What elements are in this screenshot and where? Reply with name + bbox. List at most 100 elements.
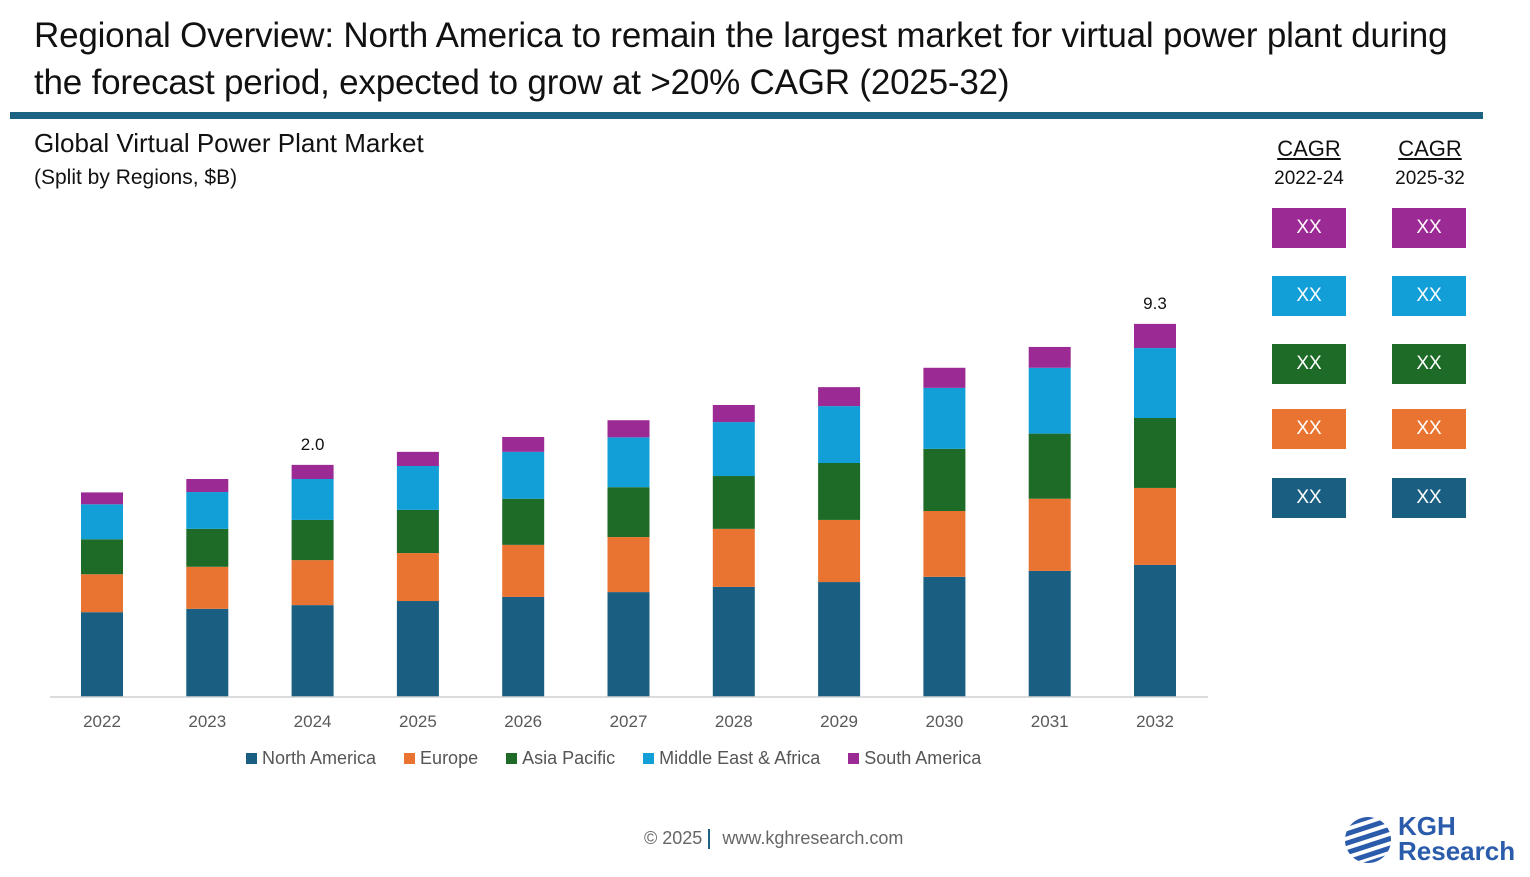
bar-segment-middle-east-africa-2032 [1134,348,1176,418]
legend-swatch [848,753,860,764]
bar-segment-middle-east-africa-2025 [396,465,439,510]
bar-segment-europe-2022 [81,574,123,613]
bar-segment-europe-2024 [291,560,334,606]
x-tick-label: 2026 [504,712,542,731]
bar-segment-asia-pacific-2026 [502,498,545,545]
bar-segment-south-america-2032 [1134,323,1176,349]
bar-segment-asia-pacific-2023 [186,528,229,567]
bar-segment-europe-2029 [818,519,861,583]
legend-swatch [246,753,257,764]
bar-segment-south-america-2027 [607,420,650,438]
bar-segment-middle-east-africa-2028 [712,422,755,477]
x-tick-label: 2022 [83,712,121,731]
x-tick-label: 2031 [1031,712,1069,731]
bar-segment-europe-2026 [502,544,545,597]
bar-segment-europe-2032 [1134,487,1176,565]
footer: © 2025 www.kghresearch.com [644,828,903,849]
legend-label: Asia Pacific [522,748,616,768]
bar-segment-asia-pacific-2025 [396,509,439,554]
total-data-label: 2.0 [301,435,325,454]
bar-segment-asia-pacific-2031 [1028,433,1071,499]
cagr-header: CAGR [1277,136,1341,161]
bar-segment-europe-2030 [923,511,966,577]
copyright-text: © 2025 [644,828,703,848]
cagr-value-north-america: XX [1272,478,1346,518]
title-divider [10,112,1483,119]
bar-segment-europe-2028 [712,528,755,587]
bar-segment-asia-pacific-2024 [291,519,334,561]
bar-segment-middle-east-africa-2031 [1028,367,1071,434]
x-tick-label: 2025 [399,712,437,731]
bar-segment-south-america-2031 [1028,346,1071,368]
x-tick-label: 2027 [610,712,648,731]
cagr-header: CAGR [1398,136,1462,161]
bar-segment-asia-pacific-2029 [818,463,861,520]
bar-segment-middle-east-africa-2026 [502,451,545,499]
bar-segment-north-america-2024 [291,605,334,697]
legend-label: South America [864,748,982,768]
bar-segment-north-america-2028 [712,586,755,697]
cagr-value-asia-pacific: XX [1272,344,1346,384]
x-tick-label: 2023 [188,712,226,731]
bar-segment-north-america-2031 [1028,570,1071,697]
cagr-period: 2025-32 [1395,168,1465,189]
bar-segment-middle-east-africa-2024 [291,479,334,520]
legend-label: North America [262,748,377,768]
legend-swatch [506,753,518,764]
striped-globe-icon [1345,817,1391,863]
bar-segment-middle-east-africa-2023 [186,492,229,529]
bar-segment-north-america-2026 [502,596,545,697]
stacked-bar-chart: 2022 2023 2024 2.0 2025 2026 2027 2028 2029 2030 2… [50,294,1208,731]
x-tick-label: 2028 [715,712,753,731]
logo-line-1: KGH [1398,811,1456,841]
legend-swatch [404,753,416,764]
total-data-label: 9.3 [1143,294,1167,313]
bar-segment-south-america-2029 [818,387,861,407]
cagr-value-south-america: XX [1272,208,1346,248]
x-tick-label: 2029 [820,712,858,731]
bar-segment-south-america-2028 [712,404,755,423]
bar-segment-middle-east-africa-2029 [818,406,861,464]
bar-segment-south-america-2026 [502,436,545,452]
bar-segment-asia-pacific-2030 [923,448,966,511]
bar-segment-europe-2025 [396,553,439,602]
cagr-value-north-america: XX [1392,478,1466,518]
x-tick-label: 2032 [1136,712,1174,731]
bar-segment-middle-east-africa-2027 [607,437,650,488]
bar-segment-north-america-2025 [396,601,439,697]
bar-segment-middle-east-africa-2022 [81,504,123,540]
logo-line-2: Research [1398,836,1516,866]
bar-segment-north-america-2027 [607,592,650,697]
cagr-value-south-america: XX [1392,208,1466,248]
footer-separator [708,828,711,849]
cagr-value-europe: XX [1272,409,1346,449]
page-title: Regional Overview: North America to rema… [34,16,1448,102]
bar-segment-south-america-2025 [396,451,439,466]
kgh-research-logo: KGH Research [1342,810,1527,868]
website-link[interactable]: www.kghresearch.com [722,828,904,848]
bar-segment-north-america-2022 [81,612,123,697]
legend-label: Middle East & Africa [659,748,821,768]
cagr-period: 2022-24 [1274,168,1344,189]
bar-segment-asia-pacific-2028 [712,476,755,529]
x-tick-label: 2030 [925,712,963,731]
bar-segment-europe-2023 [186,566,229,609]
x-tick-label: 2024 [294,712,332,731]
bar-segment-middle-east-africa-2030 [923,387,966,449]
bar-segment-north-america-2023 [186,608,229,697]
cagr-value-asia-pacific: XX [1392,344,1466,384]
legend-item: Asia Pacific [506,748,615,769]
bar-segment-europe-2031 [1028,498,1071,571]
legend-swatch [643,753,655,764]
bar-segment-north-america-2032 [1134,564,1176,697]
bar-segment-south-america-2024 [291,464,334,480]
chart-title: Global Virtual Power Plant Market [34,128,424,158]
cagr-column-header: CAGR 2022-24 [1254,136,1364,190]
legend-item: Europe [404,748,478,769]
cagr-value-middle-east-africa: XX [1272,276,1346,316]
chart-subtitle: (Split by Regions, $B) [34,166,238,189]
bar-segment-asia-pacific-2027 [607,487,650,538]
cagr-value-middle-east-africa: XX [1392,276,1466,316]
bar-segment-europe-2027 [607,537,650,593]
legend-item: South America [848,748,981,769]
